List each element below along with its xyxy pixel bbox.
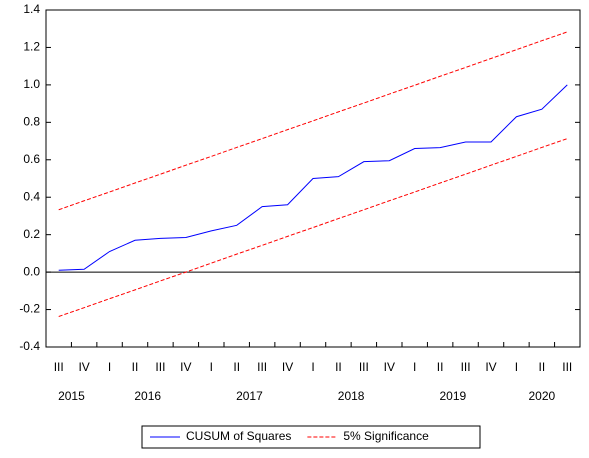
y-tick-label: 1.0: [23, 77, 40, 91]
year-label: 2015: [58, 389, 85, 403]
x-tick-label: III: [359, 360, 369, 374]
x-tick-label: II: [233, 360, 240, 374]
x-tick-label: II: [335, 360, 342, 374]
x-tick-label: IV: [282, 360, 293, 374]
y-tick-label: -0.4: [19, 339, 40, 353]
x-tick-label: II: [437, 360, 444, 374]
x-tick-label: III: [54, 360, 64, 374]
y-tick-label: 0.4: [23, 189, 40, 203]
y-tick-label: 0.2: [23, 227, 40, 241]
y-tick-label: 0.0: [23, 264, 40, 278]
year-label: 2018: [338, 389, 365, 403]
x-tick-label: III: [257, 360, 267, 374]
year-label: 2016: [134, 389, 161, 403]
x-tick-label: IV: [78, 360, 89, 374]
x-tick-label: IV: [485, 360, 496, 374]
series-line: [58, 84, 568, 271]
legend-label: 5% Significance: [343, 429, 429, 443]
year-label: 2020: [529, 389, 556, 403]
year-label: 2017: [236, 389, 263, 403]
x-tick-label: I: [210, 360, 213, 374]
y-tick-label: -0.2: [19, 302, 40, 316]
year-label: 2019: [440, 389, 467, 403]
x-tick-label: III: [461, 360, 471, 374]
x-tick-label: IV: [384, 360, 395, 374]
y-tick-label: 1.2: [23, 40, 40, 54]
plot-frame: [45, 9, 581, 348]
x-tick-label: I: [108, 360, 111, 374]
x-tick-label: III: [155, 360, 165, 374]
x-tick-label: II: [539, 360, 546, 374]
legend-label: CUSUM of Squares: [186, 429, 291, 443]
series-line: [58, 31, 568, 211]
x-tick-label: I: [311, 360, 314, 374]
x-tick-label: I: [413, 360, 416, 374]
x-tick-label: IV: [180, 360, 191, 374]
y-tick-label: 0.6: [23, 152, 40, 166]
y-tick-label: 1.4: [23, 2, 40, 16]
x-tick-label: III: [562, 360, 572, 374]
series-line: [58, 138, 568, 317]
x-tick-label: II: [132, 360, 139, 374]
y-tick-label: 0.8: [23, 115, 40, 129]
x-tick-label: I: [515, 360, 518, 374]
